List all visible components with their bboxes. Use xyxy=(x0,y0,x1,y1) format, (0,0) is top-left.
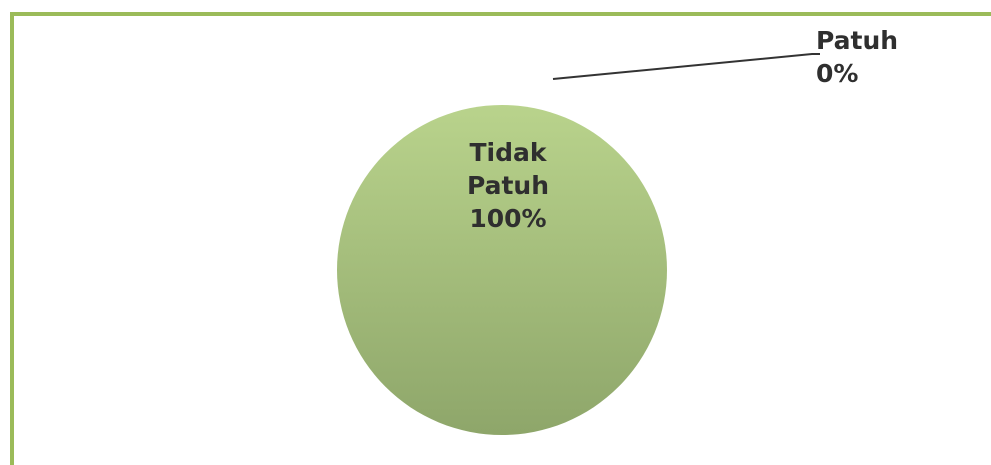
pie xyxy=(337,105,667,435)
value-label: 100% xyxy=(469,204,547,233)
slice xyxy=(337,105,667,435)
frame xyxy=(10,12,991,465)
data-label: Tidak Patuh 100% xyxy=(440,136,576,235)
category-label: Tidak Patuh xyxy=(466,138,550,200)
leader-line xyxy=(552,53,820,80)
category-label: Patuh xyxy=(816,26,899,55)
data-label: Patuh 0% xyxy=(816,24,956,90)
value-label: 0% xyxy=(816,59,859,88)
